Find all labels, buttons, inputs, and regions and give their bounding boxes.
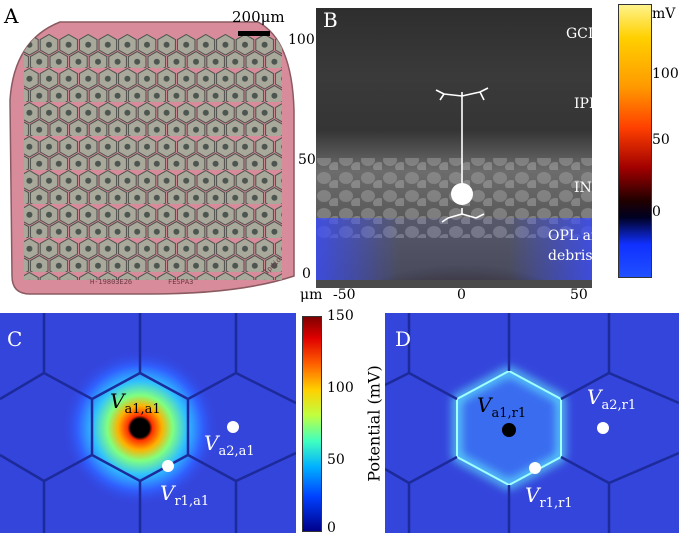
panel-label-c: C: [7, 327, 23, 351]
retina-histology-image: [316, 8, 592, 280]
neuron-diagram: [435, 87, 489, 223]
x-tick-0: 0: [457, 287, 466, 303]
voltage-label-a1-a1: Va1,a1: [110, 389, 161, 417]
layer-label-ipl: IPL: [574, 96, 599, 112]
hex-grid-d: [385, 313, 679, 533]
colorbar-b-tick-0: 0: [652, 204, 661, 220]
panel-a: A 200μm FESPA3 H-19803E26 Ipdio: [0, 0, 300, 300]
voltage-label-a1-r1: Va1,r1: [477, 393, 527, 421]
voltage-label-r1-a1: Vr1,a1: [160, 481, 210, 509]
panel-d: D Va1,r1 Va2,r1 Vr1,r1: [385, 313, 679, 533]
colorbar-c: [302, 316, 322, 532]
layer-label-gcl: GCL: [566, 26, 598, 42]
scale-bar: [238, 31, 270, 36]
panel-label-d: D: [395, 327, 412, 351]
colorbar-c-tick-150: 150: [327, 308, 354, 324]
colorbar-b-tick-50: 50: [652, 132, 670, 148]
colorbar-b: [618, 4, 652, 278]
y-tick-100: 100: [288, 32, 315, 48]
hex-grid-c: [0, 313, 296, 533]
y-tick-0: 0: [302, 266, 311, 282]
voltage-label-r1-r1: Vr1,r1: [525, 483, 573, 511]
panel-b: B GCL IPL INL OPL and debris 100 50 0 μm…: [288, 0, 679, 310]
layer-label-debris: debris: [548, 248, 593, 264]
chip-text-2: H-19803E26: [90, 278, 133, 286]
layer-label-opl: OPL and: [548, 228, 609, 244]
colorbar-c-label: Potential (mV): [364, 365, 384, 482]
x-tick-m50: -50: [333, 287, 356, 303]
panel-label-a: A: [4, 4, 19, 28]
scale-bar-label: 200μm: [232, 8, 285, 26]
electrode-array-chip: [9, 21, 295, 295]
colorbar-c-tick-0: 0: [327, 520, 336, 536]
colorbar-b-tick-100: 100: [652, 66, 679, 82]
x-unit: μm: [300, 287, 323, 303]
x-tick-50: 50: [570, 287, 588, 303]
colorbar-c-tick-50: 50: [327, 452, 345, 468]
colorbar-c-tick-100: 100: [327, 380, 354, 396]
panel-label-b: B: [323, 8, 338, 32]
x-axis-bar: [316, 280, 592, 288]
y-tick-50: 50: [298, 152, 316, 168]
panel-c: C Va1,a1 Va2,a1 Vr1,a1: [0, 313, 296, 533]
colorbar-b-unit: mV: [652, 6, 676, 22]
voltage-label-a2-r1: Va2,r1: [587, 385, 637, 413]
chip-text-1: FESPA3: [168, 278, 194, 286]
voltage-label-a2-a1: Va2,a1: [204, 431, 255, 459]
layer-label-inl: INL: [574, 180, 602, 196]
